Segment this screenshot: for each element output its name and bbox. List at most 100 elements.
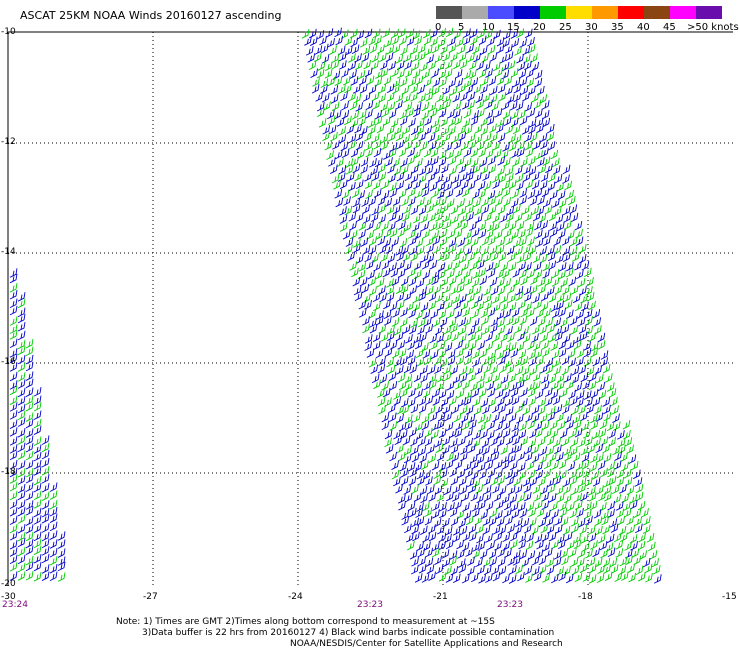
wind-barb — [493, 302, 501, 312]
wind-barb — [461, 100, 470, 110]
wind-barb — [451, 452, 460, 462]
wind-barb — [391, 237, 399, 247]
wind-barb — [549, 221, 558, 231]
wind-barb — [57, 531, 66, 541]
wind-barb — [624, 437, 633, 447]
wind-barb — [9, 353, 18, 364]
wind-barb — [635, 565, 644, 576]
wind-barb — [604, 571, 613, 581]
time-label-2: 23:23 — [357, 600, 383, 610]
wind-barb — [454, 499, 463, 510]
wind-barb — [521, 557, 530, 568]
wind-barb — [395, 54, 404, 64]
wind-barb — [339, 60, 347, 70]
wind-barb — [452, 532, 461, 543]
wind-barb — [417, 51, 426, 62]
wind-barb — [505, 515, 513, 526]
wind-barb — [344, 36, 353, 46]
footnote-line-1: Note: 1) Times are GMT 2)Times along bot… — [116, 617, 495, 627]
wind-barb — [471, 227, 480, 238]
wind-barb — [551, 349, 560, 360]
wind-barb — [465, 84, 474, 94]
wind-barb — [602, 363, 611, 374]
wind-barb — [527, 387, 536, 398]
wind-barb — [551, 268, 560, 279]
wind-barb — [386, 204, 395, 215]
wind-barb — [603, 485, 612, 495]
wind-barb — [17, 442, 26, 453]
wind-barb — [422, 28, 431, 39]
wind-barb — [401, 510, 410, 520]
wind-barb — [476, 99, 485, 109]
wind-barb — [540, 139, 548, 150]
wind-barb — [581, 421, 590, 432]
wind-barb — [453, 108, 461, 119]
wind-barb — [407, 462, 416, 472]
wind-barb — [527, 189, 536, 199]
wind-barb — [527, 469, 536, 480]
wind-barb — [483, 180, 492, 191]
wind-barb — [429, 108, 438, 118]
wind-barb — [364, 141, 373, 151]
wind-barb — [537, 277, 546, 287]
wind-barb — [459, 485, 468, 495]
wind-barb — [628, 454, 637, 464]
wind-barb — [492, 213, 500, 223]
wind-barb — [490, 317, 499, 327]
wind-barb — [500, 445, 508, 455]
wind-barb — [371, 253, 379, 264]
wind-barb — [520, 307, 529, 318]
wind-barb — [366, 348, 375, 358]
wind-barb — [569, 236, 578, 247]
wind-barb — [397, 340, 406, 350]
wind-barb — [616, 476, 625, 487]
wind-barb — [398, 348, 407, 358]
wind-barb — [421, 460, 429, 470]
wind-barb — [361, 197, 370, 207]
wind-barb — [595, 525, 603, 536]
wind-barb — [49, 539, 58, 549]
wind-barb — [396, 139, 405, 150]
wind-barb — [471, 317, 480, 328]
wind-barb — [488, 155, 496, 166]
wind-barb — [425, 557, 434, 567]
wind-barb — [446, 491, 454, 502]
wind-barb — [378, 285, 386, 295]
wind-barb — [573, 534, 581, 544]
wind-barb — [9, 395, 18, 405]
wind-barb — [425, 276, 434, 286]
wind-barb — [497, 117, 505, 127]
wind-barb — [377, 196, 386, 206]
wind-barb — [450, 444, 459, 454]
wind-barb — [417, 317, 426, 328]
wind-barb — [515, 403, 524, 413]
wind-barb — [9, 467, 18, 478]
wind-barb — [477, 462, 486, 472]
wind-barb — [637, 540, 646, 551]
wind-barb — [412, 213, 421, 224]
wind-barb — [347, 140, 356, 150]
wind-barb — [427, 405, 436, 415]
wind-barb — [418, 446, 427, 456]
wind-barb — [626, 444, 634, 454]
wind-barb — [375, 348, 384, 359]
wind-barb — [495, 388, 504, 399]
wind-barb — [41, 564, 50, 574]
wind-barb — [568, 389, 576, 400]
wind-barb — [551, 573, 559, 584]
wind-barb — [418, 205, 427, 216]
wind-barb — [597, 381, 606, 392]
wind-barb — [458, 317, 466, 327]
wind-barb — [487, 190, 496, 200]
wind-barb — [413, 139, 421, 150]
wind-barb — [378, 404, 386, 415]
wind-barb — [579, 286, 587, 296]
wind-barb — [600, 548, 609, 559]
wind-barb — [555, 331, 563, 342]
wind-barb — [516, 342, 525, 352]
wind-barb — [483, 286, 492, 296]
wind-barb — [558, 307, 566, 318]
wind-barb — [562, 397, 571, 408]
wind-barb — [398, 501, 406, 511]
wind-barb — [539, 132, 548, 143]
